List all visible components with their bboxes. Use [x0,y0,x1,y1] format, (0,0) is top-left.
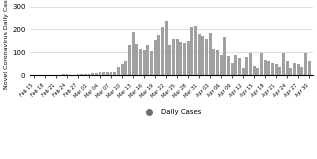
Bar [264,60,267,75]
Bar [197,34,201,75]
Legend: Daily Cases: Daily Cases [139,107,204,118]
Bar [242,68,245,75]
Bar [102,72,105,75]
Bar [209,33,211,75]
Bar [253,66,256,75]
Bar [183,43,186,75]
Bar [194,27,197,75]
Bar [231,62,234,75]
Bar [150,51,153,75]
Bar [223,37,226,75]
Bar [234,55,237,75]
Bar [124,61,127,75]
Bar [143,50,146,75]
Bar [179,42,182,75]
Y-axis label: Novel Coronavirus Daily Cases: Novel Coronavirus Daily Cases [4,0,9,89]
Bar [165,21,167,75]
Bar [187,41,190,75]
Bar [201,36,204,75]
Bar [267,61,270,75]
Bar [106,72,109,75]
Bar [84,74,87,75]
Bar [161,27,164,75]
Bar [139,49,142,75]
Bar [154,40,157,75]
Bar [157,35,160,75]
Bar [117,67,120,75]
Bar [304,53,307,75]
Bar [256,68,259,75]
Bar [308,61,311,75]
Bar [220,55,223,75]
Bar [271,62,274,75]
Bar [135,44,138,75]
Bar [212,49,215,75]
Bar [245,57,248,75]
Bar [275,64,278,75]
Bar [113,72,116,75]
Bar [282,53,285,75]
Bar [238,58,241,75]
Bar [172,39,175,75]
Bar [99,72,101,75]
Bar [95,73,98,75]
Bar [76,74,80,75]
Bar [120,64,124,75]
Bar [289,68,292,75]
Bar [66,74,68,75]
Bar [278,67,281,75]
Bar [128,45,131,75]
Bar [293,62,296,75]
Bar [205,39,208,75]
Bar [176,39,178,75]
Bar [190,27,193,75]
Bar [80,74,83,75]
Bar [227,56,230,75]
Bar [260,53,263,75]
Bar [146,45,149,75]
Bar [297,64,300,75]
Bar [301,67,303,75]
Bar [216,50,219,75]
Bar [286,61,288,75]
Bar [91,73,94,75]
Bar [132,32,134,75]
Bar [87,74,90,75]
Bar [168,45,171,75]
Bar [110,72,113,75]
Bar [62,74,65,75]
Bar [249,53,252,75]
